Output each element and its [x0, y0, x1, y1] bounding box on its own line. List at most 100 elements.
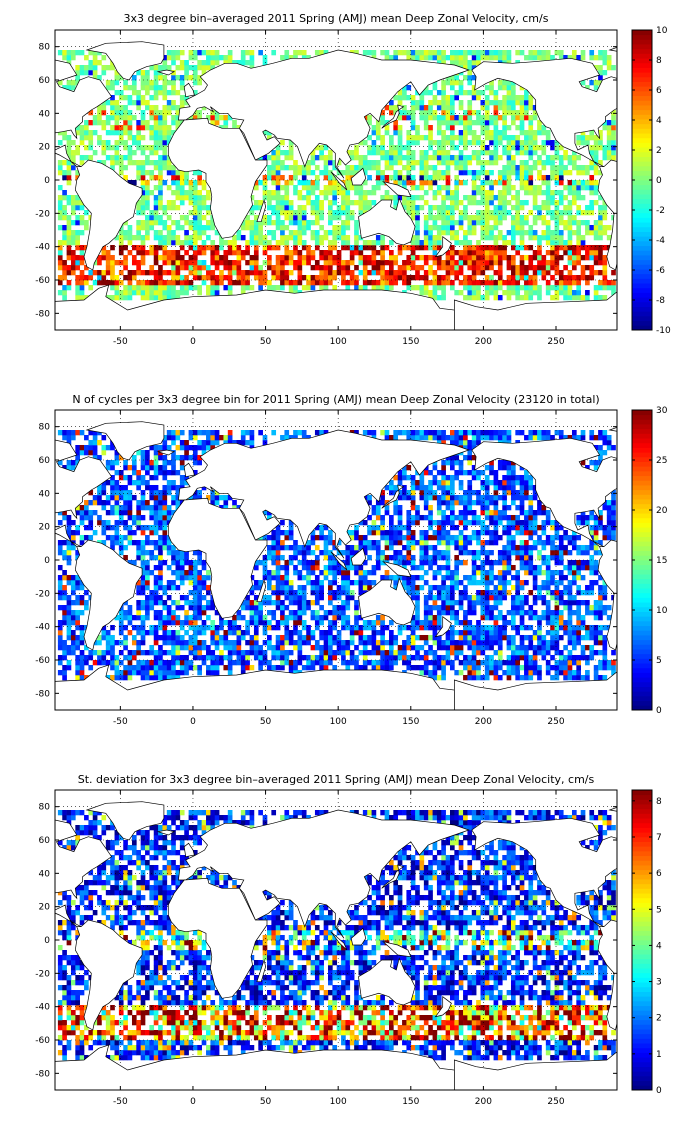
heatmap-cell	[175, 485, 181, 491]
heatmap-cell	[314, 165, 320, 171]
heatmap-cell	[127, 480, 133, 486]
heatmap-cell	[70, 630, 76, 636]
heatmap-cell	[375, 640, 381, 646]
heatmap-cell	[153, 675, 159, 681]
heatmap-cell	[537, 175, 542, 181]
heatmap-cell	[441, 260, 446, 266]
heatmap-cell	[245, 640, 250, 646]
heatmap-cell	[145, 605, 150, 611]
heatmap-cell	[232, 615, 237, 621]
heatmap-cell	[127, 675, 133, 681]
heatmap-cell	[166, 430, 172, 436]
heatmap-cell	[57, 565, 63, 571]
heatmap-cell	[484, 105, 490, 111]
heatmap-cell	[192, 260, 198, 266]
heatmap-cell	[118, 475, 124, 481]
heatmap-cell	[323, 610, 329, 616]
heatmap-cell	[428, 240, 433, 246]
heatmap-cell	[297, 180, 303, 186]
heatmap-cell	[585, 230, 590, 236]
heatmap-cell	[463, 55, 468, 61]
heatmap-cell	[288, 180, 294, 186]
heatmap-cell	[262, 55, 268, 61]
heatmap-cell	[336, 635, 342, 641]
heatmap-cell	[110, 105, 115, 111]
heatmap-cell	[506, 55, 512, 61]
heatmap-cell	[184, 285, 189, 291]
heatmap-cell	[558, 165, 564, 171]
heatmap-cell	[75, 70, 80, 76]
heatmap-cell	[585, 290, 590, 296]
heatmap-cell	[410, 210, 416, 216]
heatmap-cell	[314, 620, 320, 626]
heatmap-cell	[158, 130, 163, 136]
heatmap-cell	[188, 235, 194, 241]
heatmap-cell	[97, 430, 102, 436]
heatmap-cell	[145, 600, 150, 606]
heatmap-cell	[419, 255, 425, 261]
heatmap-cell	[428, 265, 433, 271]
heatmap-cell	[476, 270, 481, 276]
heatmap-cell	[441, 135, 446, 141]
heatmap-cell	[153, 585, 159, 591]
heatmap-cell	[541, 255, 547, 261]
heatmap-cell	[136, 650, 141, 656]
heatmap-cell	[84, 535, 89, 541]
heatmap-cell	[118, 650, 124, 656]
heatmap-cell	[158, 610, 163, 616]
heatmap-cell	[541, 215, 547, 221]
heatmap-cell	[480, 195, 486, 201]
heatmap-cell	[245, 215, 250, 221]
heatmap-cell	[158, 665, 163, 671]
heatmap-cell	[524, 110, 529, 116]
heatmap-cell	[201, 225, 207, 231]
heatmap-cell	[166, 235, 172, 241]
heatmap-cell	[571, 155, 577, 161]
heatmap-cell	[131, 160, 137, 166]
heatmap-cell	[563, 245, 568, 251]
heatmap-cell	[528, 295, 534, 301]
heatmap-cell	[580, 170, 586, 176]
heatmap-cell	[463, 110, 468, 116]
heatmap-cell	[62, 210, 67, 216]
heatmap-cell	[201, 620, 207, 626]
heatmap-cell	[458, 225, 464, 231]
heatmap-cell	[362, 540, 368, 546]
heatmap-cell	[323, 265, 329, 271]
heatmap-cell	[380, 155, 385, 161]
heatmap-cell	[397, 265, 403, 271]
heatmap-cell	[149, 650, 155, 656]
heatmap-cell	[410, 95, 416, 101]
heatmap-cell	[345, 600, 351, 606]
heatmap-cell	[489, 160, 494, 166]
heatmap-cell	[153, 245, 159, 251]
heatmap-cell	[153, 630, 159, 636]
heatmap-cell	[105, 460, 111, 466]
heatmap-cell	[502, 185, 507, 191]
heatmap-cell	[519, 245, 525, 251]
heatmap-cell	[171, 70, 176, 76]
heatmap-cell	[354, 620, 359, 626]
heatmap-cell	[184, 275, 189, 281]
heatmap-cell	[467, 280, 473, 286]
heatmap-cell	[110, 655, 115, 661]
heatmap-cell	[253, 640, 259, 646]
heatmap-cell	[166, 135, 172, 141]
heatmap-cell	[506, 200, 512, 206]
heatmap-cell	[554, 190, 560, 196]
heatmap-cell	[471, 200, 477, 206]
heatmap-cell	[267, 645, 272, 651]
heatmap-cell	[397, 155, 403, 161]
heatmap-cell	[349, 275, 355, 281]
heatmap-cell	[454, 200, 460, 206]
heatmap-cell	[267, 190, 272, 196]
heatmap-cell	[314, 645, 320, 651]
heatmap-cell	[162, 145, 168, 151]
heatmap-cell	[136, 525, 141, 531]
heatmap-cell	[88, 130, 94, 136]
heatmap-cell	[284, 625, 290, 631]
heatmap-cell	[153, 635, 159, 641]
heatmap-cell	[197, 60, 202, 66]
heatmap-cell	[567, 240, 573, 246]
heatmap-cell	[554, 140, 560, 146]
